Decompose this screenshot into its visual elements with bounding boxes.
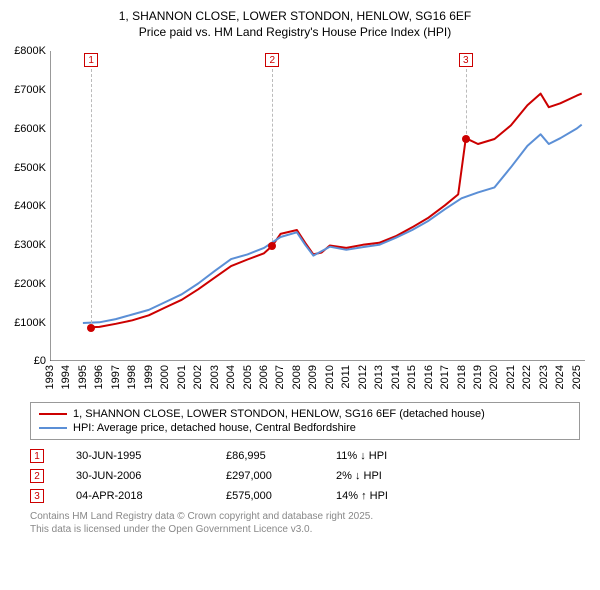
sale-delta: 2% ↓ HPI: [336, 470, 446, 482]
x-tick-label: 2004: [225, 365, 237, 389]
x-tick-label: 2000: [159, 365, 171, 389]
sale-row: 1 30-JUN-1995 £86,995 11% ↓ HPI: [30, 446, 580, 466]
marker-flag: 3: [459, 53, 473, 67]
x-tick-label: 2022: [521, 365, 533, 389]
legend-item: HPI: Average price, detached house, Cent…: [39, 421, 571, 435]
plot-area: 1 2 3: [50, 51, 585, 361]
legend: 1, SHANNON CLOSE, LOWER STONDON, HENLOW,…: [30, 402, 580, 440]
y-tick-label: £700K: [14, 84, 46, 96]
marker-flag: 2: [265, 53, 279, 67]
footer-line1: Contains HM Land Registry data © Crown c…: [30, 510, 580, 523]
legend-item: 1, SHANNON CLOSE, LOWER STONDON, HENLOW,…: [39, 407, 571, 421]
x-tick-label: 2009: [307, 365, 319, 389]
x-tick-label: 2010: [324, 365, 336, 389]
x-tick-label: 2007: [274, 365, 286, 389]
x-tick-label: 2005: [242, 365, 254, 389]
sale-date: 30-JUN-1995: [76, 450, 226, 462]
x-tick-label: 2001: [176, 365, 188, 389]
x-tick-label: 1999: [143, 365, 155, 389]
sale-date: 30-JUN-2006: [76, 470, 226, 482]
marker-dot: [87, 324, 95, 332]
chart-area: £0£100K£200K£300K£400K£500K£600K£700K£80…: [5, 46, 595, 396]
sale-delta: 11% ↓ HPI: [336, 450, 446, 462]
x-tick-label: 2014: [390, 365, 402, 389]
x-tick-label: 2024: [554, 365, 566, 389]
x-tick-label: 2015: [406, 365, 418, 389]
sale-marker-2: 2: [30, 469, 44, 483]
x-tick-label: 2019: [472, 365, 484, 389]
x-tick-label: 1993: [44, 365, 56, 389]
y-tick-label: £100K: [14, 317, 46, 329]
x-axis: 1993199419951996199719981999200020012002…: [50, 363, 585, 396]
y-tick-label: £400K: [14, 200, 46, 212]
y-tick-label: £200K: [14, 278, 46, 290]
y-tick-label: £300K: [14, 239, 46, 251]
marker-line: [91, 69, 92, 327]
y-axis: £0£100K£200K£300K£400K£500K£600K£700K£80…: [5, 51, 48, 361]
sales-table: 1 30-JUN-1995 £86,995 11% ↓ HPI 2 30-JUN…: [30, 446, 580, 506]
footer: Contains HM Land Registry data © Crown c…: [30, 510, 580, 536]
x-tick-label: 2017: [439, 365, 451, 389]
x-tick-label: 2003: [209, 365, 221, 389]
x-tick-label: 2008: [291, 365, 303, 389]
marker-dot: [268, 242, 276, 250]
sale-marker-3: 3: [30, 489, 44, 503]
x-tick-label: 2023: [538, 365, 550, 389]
x-tick-label: 2011: [340, 365, 352, 389]
y-tick-label: £800K: [14, 45, 46, 57]
x-tick-label: 2021: [505, 365, 517, 389]
sale-delta: 14% ↑ HPI: [336, 490, 446, 502]
legend-label: HPI: Average price, detached house, Cent…: [73, 422, 356, 434]
x-tick-label: 1995: [77, 365, 89, 389]
legend-swatch: [39, 413, 67, 415]
x-tick-label: 2020: [488, 365, 500, 389]
marker-line: [466, 69, 467, 138]
marker-flag: 1: [84, 53, 98, 67]
x-tick-label: 1997: [110, 365, 122, 389]
sale-price: £86,995: [226, 450, 336, 462]
y-tick-label: £500K: [14, 162, 46, 174]
y-tick-label: £600K: [14, 123, 46, 135]
x-tick-label: 2025: [571, 365, 583, 389]
marker-dot: [462, 135, 470, 143]
sale-price: £297,000: [226, 470, 336, 482]
x-tick-label: 1996: [93, 365, 105, 389]
marker-line: [272, 69, 273, 246]
title-line2: Price paid vs. HM Land Registry's House …: [0, 24, 590, 40]
title-line1: 1, SHANNON CLOSE, LOWER STONDON, HENLOW,…: [0, 8, 590, 24]
x-tick-label: 2012: [357, 365, 369, 389]
legend-label: 1, SHANNON CLOSE, LOWER STONDON, HENLOW,…: [73, 408, 485, 420]
sale-row: 2 30-JUN-2006 £297,000 2% ↓ HPI: [30, 466, 580, 486]
sale-row: 3 04-APR-2018 £575,000 14% ↑ HPI: [30, 486, 580, 506]
sale-marker-1: 1: [30, 449, 44, 463]
x-tick-label: 2002: [192, 365, 204, 389]
x-tick-label: 2018: [456, 365, 468, 389]
x-tick-label: 1994: [60, 365, 72, 389]
footer-line2: This data is licensed under the Open Gov…: [30, 523, 580, 536]
plot-svg: [50, 51, 585, 361]
x-tick-label: 2013: [373, 365, 385, 389]
chart-title-block: 1, SHANNON CLOSE, LOWER STONDON, HENLOW,…: [0, 8, 590, 40]
legend-swatch: [39, 427, 67, 429]
chart-container: 1, SHANNON CLOSE, LOWER STONDON, HENLOW,…: [0, 0, 600, 590]
x-tick-label: 1998: [126, 365, 138, 389]
x-tick-label: 2006: [258, 365, 270, 389]
sale-date: 04-APR-2018: [76, 490, 226, 502]
x-tick-label: 2016: [423, 365, 435, 389]
sale-price: £575,000: [226, 490, 336, 502]
